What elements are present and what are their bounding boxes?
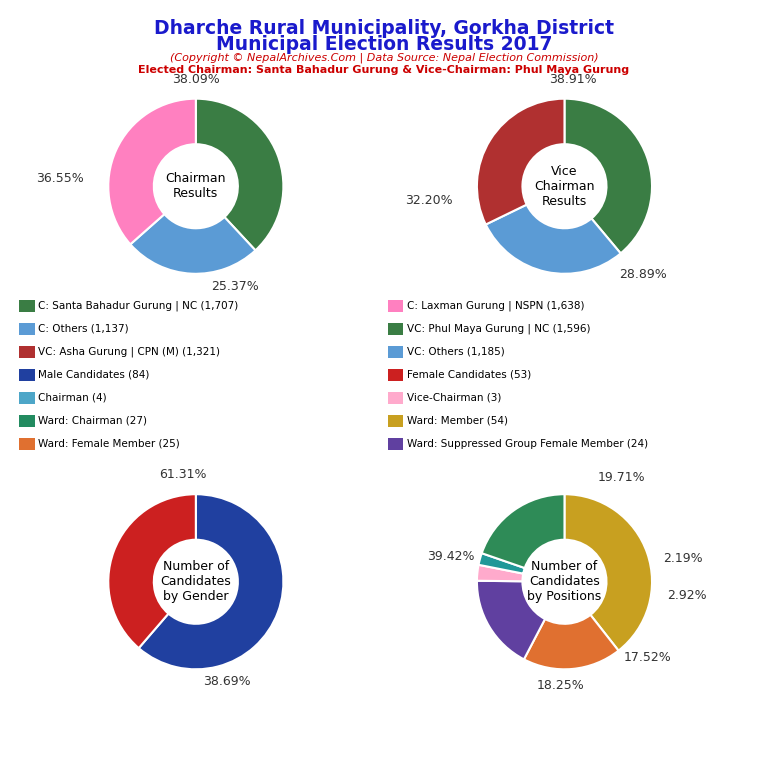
Wedge shape	[564, 495, 652, 650]
Text: 36.55%: 36.55%	[36, 172, 84, 185]
Text: 38.69%: 38.69%	[203, 675, 250, 688]
Text: VC: Phul Maya Gurung | NC (1,596): VC: Phul Maya Gurung | NC (1,596)	[407, 323, 591, 334]
Wedge shape	[108, 495, 196, 648]
Wedge shape	[485, 204, 621, 273]
Text: Ward: Suppressed Group Female Member (24): Ward: Suppressed Group Female Member (24…	[407, 439, 648, 449]
Text: Vice-Chairman (3): Vice-Chairman (3)	[407, 392, 502, 403]
Text: Municipal Election Results 2017: Municipal Election Results 2017	[216, 35, 552, 54]
Text: 61.31%: 61.31%	[159, 468, 207, 482]
Wedge shape	[564, 99, 652, 253]
Wedge shape	[524, 615, 618, 669]
Wedge shape	[131, 214, 256, 273]
Text: C: Santa Bahadur Gurung | NC (1,707): C: Santa Bahadur Gurung | NC (1,707)	[38, 300, 239, 311]
Text: 38.91%: 38.91%	[549, 73, 597, 86]
Text: Number of
Candidates
by Gender: Number of Candidates by Gender	[161, 561, 231, 603]
Text: Ward: Chairman (27): Ward: Chairman (27)	[38, 415, 147, 426]
Text: Female Candidates (53): Female Candidates (53)	[407, 369, 531, 380]
Wedge shape	[477, 581, 545, 660]
Text: Ward: Member (54): Ward: Member (54)	[407, 415, 508, 426]
Text: 2.19%: 2.19%	[663, 552, 703, 565]
Text: 38.09%: 38.09%	[172, 73, 220, 86]
Wedge shape	[478, 553, 525, 574]
Wedge shape	[477, 564, 523, 581]
Wedge shape	[196, 99, 283, 250]
Text: 17.52%: 17.52%	[624, 650, 671, 664]
Text: Male Candidates (84): Male Candidates (84)	[38, 369, 150, 380]
Text: (Copyright © NepalArchives.Com | Data Source: Nepal Election Commission): (Copyright © NepalArchives.Com | Data So…	[170, 52, 598, 63]
Wedge shape	[108, 98, 196, 244]
Text: 25.37%: 25.37%	[211, 280, 259, 293]
Text: 32.20%: 32.20%	[405, 194, 452, 207]
Wedge shape	[482, 495, 564, 568]
Text: VC: Asha Gurung | CPN (M) (1,321): VC: Asha Gurung | CPN (M) (1,321)	[38, 346, 220, 357]
Text: C: Laxman Gurung | NSPN (1,638): C: Laxman Gurung | NSPN (1,638)	[407, 300, 584, 311]
Text: 39.42%: 39.42%	[427, 550, 475, 563]
Text: Dharche Rural Municipality, Gorkha District: Dharche Rural Municipality, Gorkha Distr…	[154, 19, 614, 38]
Text: C: Others (1,137): C: Others (1,137)	[38, 323, 129, 334]
Text: Chairman
Results: Chairman Results	[166, 172, 226, 200]
Text: Number of
Candidates
by Positions: Number of Candidates by Positions	[528, 561, 601, 603]
Wedge shape	[139, 495, 283, 669]
Text: 19.71%: 19.71%	[598, 471, 645, 484]
Text: Chairman (4): Chairman (4)	[38, 392, 107, 403]
Text: Vice
Chairman
Results: Vice Chairman Results	[535, 165, 594, 207]
Text: 28.89%: 28.89%	[620, 268, 667, 281]
Text: 18.25%: 18.25%	[536, 679, 584, 691]
Wedge shape	[477, 99, 564, 224]
Text: VC: Others (1,185): VC: Others (1,185)	[407, 346, 505, 357]
Text: Ward: Female Member (25): Ward: Female Member (25)	[38, 439, 180, 449]
Text: Elected Chairman: Santa Bahadur Gurung & Vice-Chairman: Phul Maya Gurung: Elected Chairman: Santa Bahadur Gurung &…	[138, 65, 630, 74]
Text: 2.92%: 2.92%	[667, 589, 707, 602]
